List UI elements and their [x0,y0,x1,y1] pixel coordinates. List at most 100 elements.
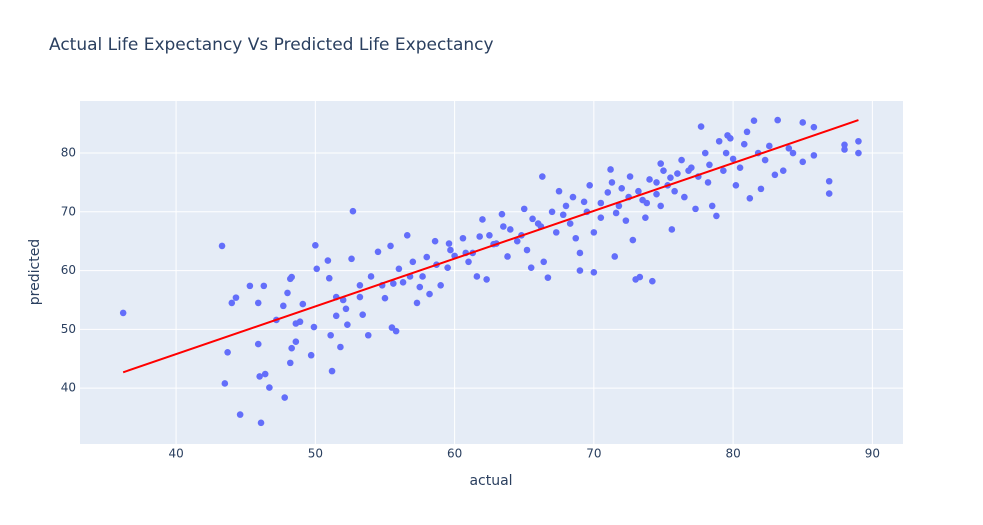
point [789,149,797,157]
point [642,214,649,221]
point [409,258,417,266]
point [465,258,472,266]
chart-title: Actual Life Expectancy Vs Predicted Life… [49,35,494,55]
point [552,229,560,236]
point [685,167,692,174]
point [224,348,231,356]
point [254,299,262,307]
point [325,274,333,282]
point [636,273,644,281]
point [580,198,588,206]
point [597,214,605,221]
point [313,265,321,273]
x-tick-label: 90 [865,447,880,461]
point [729,155,737,163]
point [757,185,765,193]
y-tick-label: 60 [61,263,76,277]
x-tick-label: 60 [447,447,462,461]
point [359,311,366,318]
point [437,281,444,289]
point [674,170,681,177]
point [810,123,818,131]
point [299,300,307,308]
point [618,184,626,192]
point [715,137,723,145]
point [681,193,688,201]
point [701,149,709,157]
point [257,419,265,427]
point [256,373,263,380]
point [332,312,340,320]
point [576,249,584,257]
x-tick-label: 70 [586,447,601,461]
point [761,156,769,164]
point [692,205,699,213]
y-tick-label: 40 [61,381,76,395]
point [327,331,334,339]
point [607,166,614,173]
point [799,158,807,166]
point [667,174,674,182]
point [527,264,535,271]
point [668,226,676,233]
point [254,340,262,348]
x-tick-label: 80 [725,447,740,461]
x-tick-label: 50 [308,447,323,461]
point [611,253,619,260]
point [381,294,389,302]
point [548,208,556,216]
point [713,212,720,220]
point [732,182,740,189]
point [416,283,424,291]
point [635,187,642,195]
point [349,207,357,215]
point [328,367,336,375]
point [232,294,240,301]
point [374,248,382,256]
point [483,276,490,283]
point [746,194,754,202]
point [743,128,751,136]
x-tick-label: 40 [168,447,183,461]
point [310,323,318,331]
point [403,232,411,239]
point [413,299,421,307]
point [540,258,548,266]
plot-area [80,101,903,444]
point [500,223,507,230]
point [498,210,506,218]
point [544,274,552,281]
point [649,277,656,285]
point [841,146,848,153]
y-tick-label: 50 [61,322,76,336]
point [286,359,294,367]
point [486,232,493,239]
point [727,135,734,142]
point [855,149,862,157]
point [367,273,375,280]
point [750,117,758,124]
point [590,229,598,236]
point [390,280,397,287]
point [678,156,685,164]
point [855,137,862,145]
point [395,265,403,273]
point [444,264,451,271]
point [597,199,605,207]
point [281,394,289,401]
point [221,380,229,387]
point [774,116,781,124]
point [423,253,431,261]
point [722,149,730,157]
point [520,205,528,213]
point [228,299,236,307]
point [608,179,616,186]
point [779,167,787,174]
point [590,269,598,276]
point [342,305,350,313]
point [266,384,273,391]
point [307,351,315,359]
point [218,242,226,250]
point [288,344,295,352]
point [736,164,744,172]
